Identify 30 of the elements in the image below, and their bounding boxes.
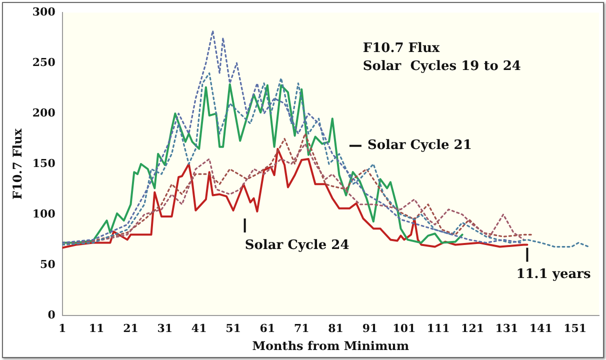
y-tick-label: 50: [40, 258, 56, 271]
y-tick-label: 300: [32, 5, 56, 18]
x-tick-label: 31: [157, 322, 173, 335]
x-tick-label: 21: [123, 322, 138, 335]
x-tick-label: 141: [529, 322, 552, 335]
x-tick-label: 151: [564, 322, 587, 335]
y-tick-label: 150: [32, 156, 56, 170]
x-tick-label: 101: [392, 322, 416, 335]
x-tick-label: 51: [226, 322, 241, 335]
annotation: Solar Cycle 24: [244, 238, 350, 253]
annotation: 11.1 years: [516, 267, 591, 282]
y-axis-title: F10.7 Flux: [10, 128, 24, 200]
y-tick-label: 100: [32, 207, 56, 220]
x-tick-label: 121: [461, 322, 484, 335]
x-tick-label: 111: [426, 322, 450, 335]
y-tick-label: 200: [32, 106, 56, 120]
text: F10.7 Flux: [362, 40, 440, 56]
x-tick-label: 1: [58, 322, 66, 335]
x-tick-label: 11: [88, 322, 104, 335]
x-tick-label: 41: [191, 322, 207, 335]
y-tick-label: 0: [48, 308, 56, 322]
x-tick-label: 131: [495, 322, 518, 335]
text: Solar Cycles 19 to 24: [362, 58, 521, 74]
x-tick-label: 81: [328, 322, 344, 335]
x-tick-label: 91: [362, 322, 378, 335]
annotation: Solar Cycle 21: [367, 138, 472, 154]
x-axis-title: Months from Minimum: [252, 338, 410, 353]
y-tick-label: 250: [32, 56, 56, 69]
x-tick-label: 71: [294, 322, 310, 335]
x-tick-label: 61: [260, 322, 276, 335]
